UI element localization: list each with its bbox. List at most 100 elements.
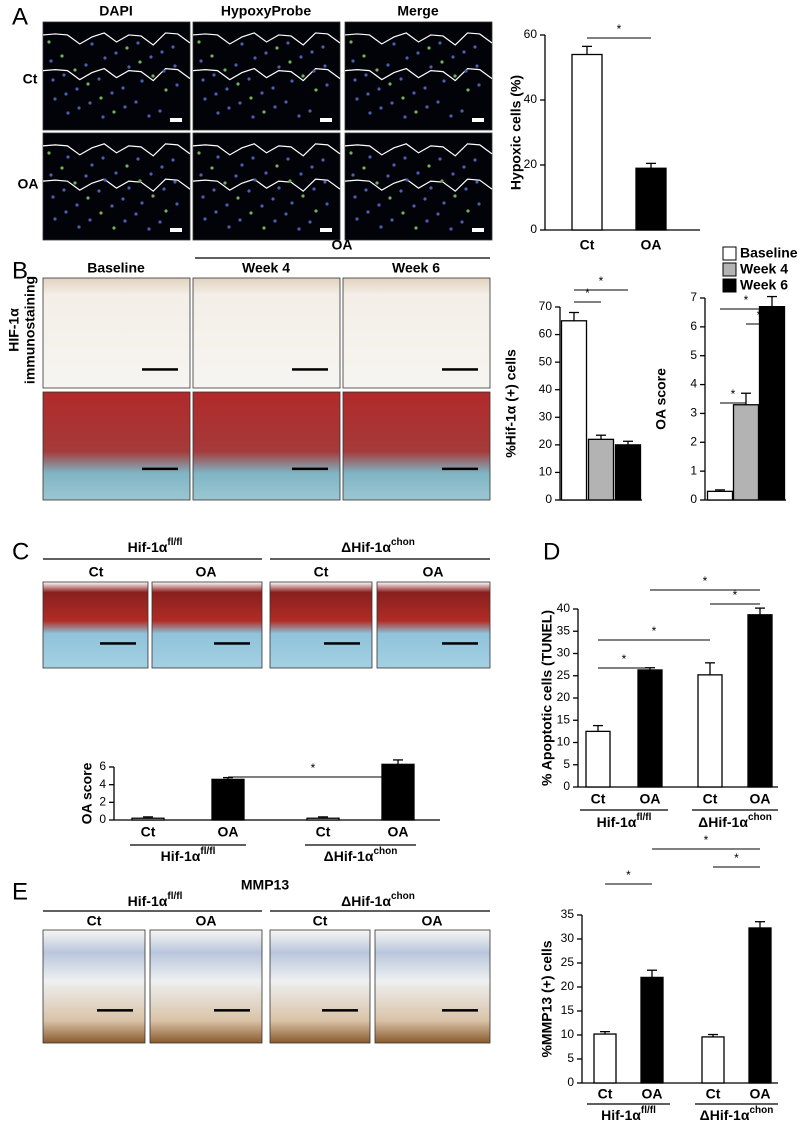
nucleus xyxy=(99,96,103,100)
nucleus xyxy=(60,166,64,170)
legend-label: Week 4 xyxy=(740,261,788,277)
nucleus xyxy=(49,59,53,63)
nucleus xyxy=(214,92,218,96)
nucleus xyxy=(388,82,392,86)
nucleus xyxy=(425,219,429,223)
micrograph xyxy=(192,277,341,389)
y-tick-label: 20 xyxy=(539,437,553,451)
nucleus xyxy=(460,220,464,224)
group-header: Hif-1αfl/fl xyxy=(128,537,183,555)
y-axis-label: % Apoptotic cells (TUNEL) xyxy=(539,610,555,786)
nucleus xyxy=(440,179,444,183)
nucleus xyxy=(412,204,416,208)
y-tick-label: 35 xyxy=(557,623,571,637)
nucleus xyxy=(97,77,101,81)
nucleus xyxy=(349,151,353,155)
bar xyxy=(560,320,588,501)
nucleus xyxy=(321,45,325,49)
nucleus xyxy=(158,109,162,113)
nucleus xyxy=(401,96,405,100)
scale-bar xyxy=(442,1009,478,1012)
nucleus xyxy=(240,163,244,167)
scale-bar xyxy=(320,118,332,122)
tissue-contour xyxy=(344,143,493,157)
nucleus xyxy=(366,210,370,214)
nucleus xyxy=(160,165,164,169)
significance-mark: * xyxy=(703,574,708,588)
y-tick-label: 0 xyxy=(99,812,106,826)
nucleus xyxy=(234,63,238,67)
nucleus xyxy=(164,209,168,213)
legend-swatch xyxy=(722,262,737,277)
bar xyxy=(732,404,760,501)
nucleus xyxy=(273,105,277,109)
nucleus xyxy=(247,189,251,193)
y-tick-label: 30 xyxy=(539,409,553,423)
nucleus xyxy=(403,156,407,160)
group-label: ΔHif-1αchon xyxy=(698,812,772,830)
column-label: Ct xyxy=(89,564,104,580)
x-tick-label: OA xyxy=(218,824,239,840)
nucleus xyxy=(438,41,442,45)
bar xyxy=(748,927,772,1084)
y-tick-label: 0 xyxy=(567,1075,574,1089)
nucleus xyxy=(212,188,216,192)
bar xyxy=(306,817,340,821)
column-label: Ct xyxy=(87,913,102,929)
nucleus xyxy=(362,166,366,170)
nucleus xyxy=(442,201,446,205)
nucleus xyxy=(101,115,105,119)
bar xyxy=(131,817,165,821)
nucleus xyxy=(416,171,420,175)
y-tick-label: 5 xyxy=(563,757,570,771)
nucleus xyxy=(466,209,470,213)
nucleus xyxy=(136,157,140,161)
bar xyxy=(747,614,773,788)
nucleus xyxy=(416,51,420,55)
nucleus xyxy=(125,164,129,168)
significance-mark: * xyxy=(311,761,316,775)
scale-bar xyxy=(324,642,360,645)
nucleus xyxy=(377,87,381,91)
scale-bar xyxy=(97,1009,133,1012)
nucleus xyxy=(210,54,214,58)
group-header: ΔHif-1αchon xyxy=(341,891,415,909)
bar xyxy=(211,778,245,821)
nucleus xyxy=(399,189,403,193)
nucleus xyxy=(214,210,218,214)
nucleus xyxy=(388,196,392,200)
nucleus xyxy=(405,56,409,60)
y-label-wrap: %MMP13 (+) cells xyxy=(539,940,555,1057)
bar xyxy=(640,976,664,1084)
bar xyxy=(758,306,786,501)
nucleus xyxy=(286,157,290,161)
row-label: Ct xyxy=(23,71,38,87)
nucleus xyxy=(88,218,92,222)
nucleus xyxy=(308,220,312,224)
nucleus xyxy=(260,204,264,208)
side-label-line: HIF-1α xyxy=(6,308,22,352)
nucleus xyxy=(351,59,355,63)
nucleus xyxy=(364,188,368,192)
nucleus xyxy=(99,211,103,215)
y-axis-label: %MMP13 (+) cells xyxy=(539,940,555,1057)
nucleus xyxy=(227,225,231,229)
y-label-wrap: Hypoxic cells (%) xyxy=(508,75,524,190)
group-header: ΔHif-1αchon xyxy=(341,537,415,555)
panel-letter: A xyxy=(12,3,28,30)
nucleus xyxy=(66,111,70,115)
y-tick-label: 0 xyxy=(690,492,697,506)
y-label-wrap: %Hif-1α (+) cells xyxy=(503,349,519,458)
nucleus xyxy=(149,172,153,176)
nucleus xyxy=(134,212,138,216)
legend-label: Week 6 xyxy=(740,277,788,293)
nucleus xyxy=(197,151,201,155)
nucleus xyxy=(238,218,242,222)
x-tick-label: OA xyxy=(388,824,409,840)
y-tick-label: 35 xyxy=(561,907,575,921)
nucleus xyxy=(288,60,292,64)
nucleus xyxy=(438,157,442,161)
nucleus xyxy=(234,174,238,178)
nucleus xyxy=(375,181,379,185)
label-sup: chon xyxy=(391,891,415,902)
